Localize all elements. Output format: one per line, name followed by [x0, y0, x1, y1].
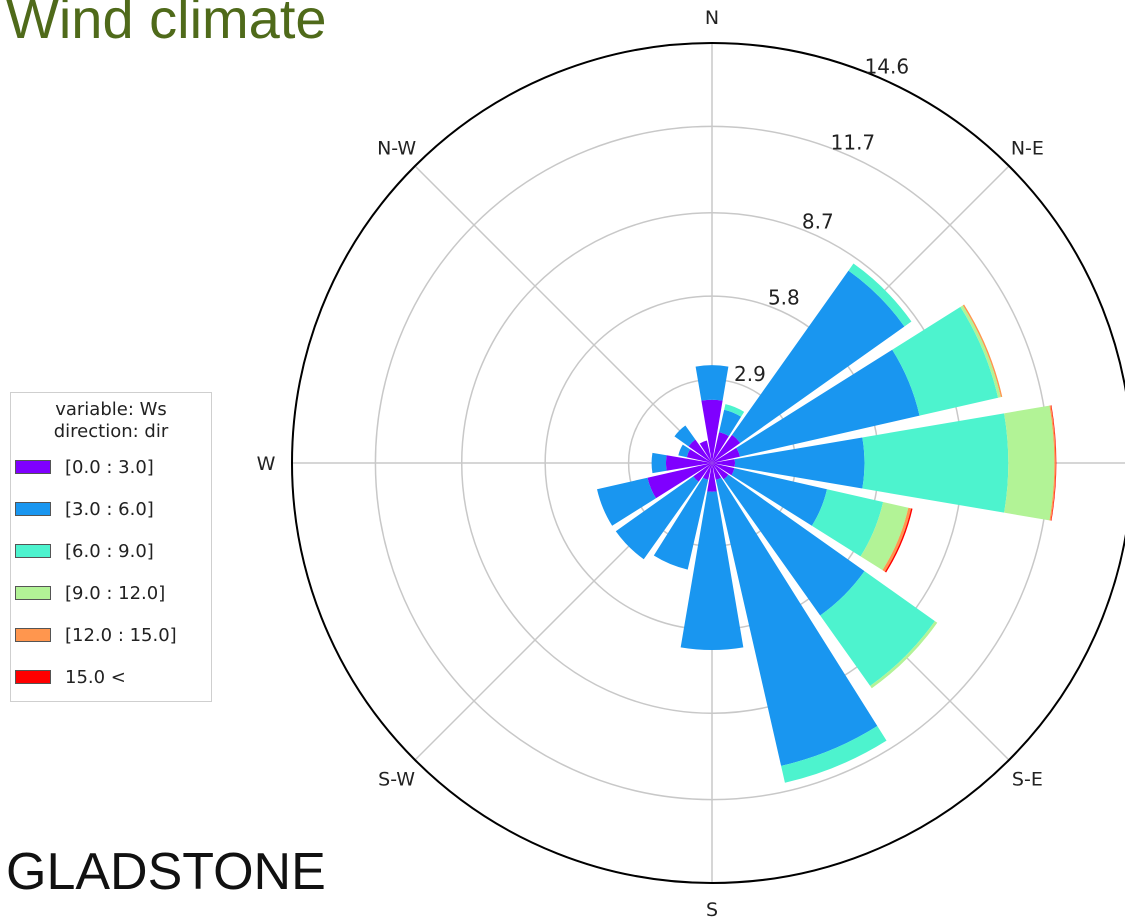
bar-s-bin-0 [707, 463, 717, 492]
bar-ese-bin-5 [884, 508, 913, 573]
bar-ene-bin-3 [960, 305, 1001, 398]
bar-sse-bin-0 [712, 463, 722, 480]
radial-tick-1: 5.8 [768, 286, 800, 310]
bar-e-bin-4 [1049, 405, 1056, 521]
legend-label-4: [12.0 : 15.0] [65, 624, 177, 646]
radial-tick-2: 8.7 [802, 209, 834, 233]
bar-se-bin-1 [723, 474, 865, 616]
bar-ne-bin-2 [848, 263, 912, 327]
bar-nne-bin-2 [724, 404, 745, 417]
bar-w-bin-0 [665, 455, 712, 471]
bar-wsw-bin-0 [647, 463, 712, 499]
chart-title: Wind climate [6, 0, 327, 50]
legend-entry-4: [12.0 : 15.0] [15, 624, 177, 646]
radial-tick-labels: 2.9 5.8 8.7 11.7 14.6 [734, 54, 909, 385]
bar-n-bin-0 [701, 399, 723, 463]
legend-label-2: [6.0 : 9.0] [65, 540, 154, 562]
bar-ese-bin-4 [882, 507, 912, 572]
compass-label-s: S [706, 899, 718, 921]
legend-entry-3: [9.0 : 12.0] [15, 582, 166, 604]
bar-ene-bin-0 [712, 447, 741, 463]
legend-label-1: [3.0 : 6.0] [65, 498, 154, 520]
bar-ne-bin-1 [731, 270, 905, 444]
legend-entry-1: [3.0 : 6.0] [15, 498, 154, 520]
bar-ese-bin-0 [712, 463, 735, 476]
legend-label-5: 15.0 < [65, 666, 126, 688]
compass-label-s-w: S-W [378, 768, 415, 790]
bar-se-bin-2 [820, 571, 935, 686]
bar-ese-bin-2 [811, 489, 884, 557]
bar-wnw-bin-1 [678, 444, 691, 458]
legend-entry-2: [6.0 : 9.0] [15, 540, 154, 562]
legend-entry-5: 15.0 < [15, 666, 126, 688]
bar-e-bin-5 [1050, 405, 1057, 521]
bar-w-bin-1 [651, 452, 667, 474]
legend: variable: Ws direction: dir [0.0 : 3.0] … [10, 392, 212, 702]
compass-label-n-e: N-E [1011, 138, 1044, 160]
location-name: GLADSTONE [6, 843, 326, 901]
legend-variable-label: variable: Ws [55, 399, 167, 420]
bar-e-bin-1 [734, 437, 865, 489]
bar-ese-bin-3 [860, 502, 909, 571]
legend-direction-label: direction: dir [53, 421, 169, 442]
bar-se-bin-0 [712, 463, 729, 480]
grid-spoke-7 [414, 165, 713, 464]
bar-ssw-bin-0 [702, 463, 712, 480]
bar-sw-bin-1 [615, 476, 699, 560]
bar-ene-bin-2 [892, 306, 999, 416]
bar-nne-bin-0 [712, 432, 729, 463]
bar-ssw-bin-1 [653, 477, 709, 570]
legend-swatch-1 [15, 502, 51, 516]
bar-sw-bin-0 [693, 463, 712, 482]
bar-ese-bin-1 [731, 468, 827, 526]
bar-e-bin-2 [862, 413, 1009, 513]
bar-nw-bin-0 [688, 439, 712, 463]
compass-label-s-e: S-E [1012, 768, 1043, 790]
legend-swatch-5 [15, 670, 51, 684]
compass-label-n-w: N-W [377, 138, 416, 160]
wind-rose-bars [597, 263, 1057, 783]
compass-label-n: N [705, 7, 719, 29]
bar-s-bin-1 [680, 491, 744, 650]
bar-sse-bin-2 [781, 726, 887, 783]
bar-nw-bin-1 [674, 425, 696, 447]
legend-swatch-2 [15, 544, 51, 558]
bar-ene-bin-1 [736, 349, 920, 457]
legend-entry-0: [0.0 : 3.0] [15, 456, 154, 478]
radial-tick-4: 14.6 [865, 54, 910, 78]
legend-label-0: [0.0 : 3.0] [65, 456, 154, 478]
bar-nnw-bin-0 [699, 440, 712, 463]
compass-label-w: W [257, 453, 276, 475]
bar-nne-bin-1 [719, 409, 742, 437]
radial-tick-3: 11.7 [831, 131, 876, 155]
compass-labels: N N-E S-E S S-W W N-W [257, 7, 1044, 921]
bar-wnw-bin-0 [686, 449, 712, 463]
legend-swatch-0 [15, 460, 51, 474]
bar-n-bin-1 [695, 365, 729, 401]
legend-swatch-4 [15, 628, 51, 642]
bar-se-bin-3 [870, 621, 938, 689]
polar-frame [291, 42, 1125, 884]
bar-wsw-bin-1 [597, 477, 656, 526]
bar-sse-bin-1 [715, 477, 878, 766]
radial-tick-0: 2.9 [734, 362, 766, 386]
bar-e-bin-3 [1004, 405, 1055, 521]
bar-ne-bin-0 [712, 434, 741, 463]
legend-header: variable: Ws direction: dir [11, 399, 211, 443]
legend-swatch-3 [15, 586, 51, 600]
legend-label-3: [9.0 : 12.0] [65, 582, 166, 604]
bar-e-bin-0 [712, 459, 736, 467]
